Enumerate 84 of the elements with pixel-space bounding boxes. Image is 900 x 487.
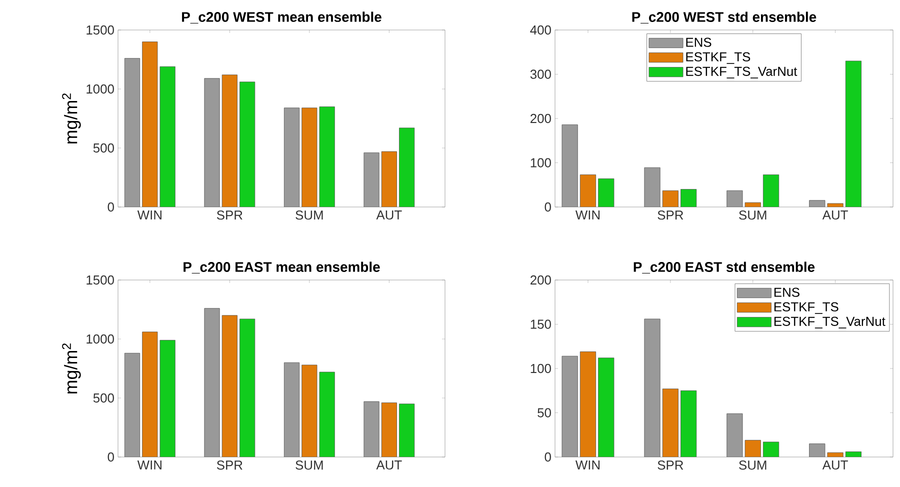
legend-label: ESTKF_TS [774,302,838,314]
bar [580,174,596,207]
y-tick-label: 0 [544,452,551,462]
chart-title: P_c200 WEST mean ensemble [182,12,382,24]
bar [364,152,380,207]
bar [222,74,238,207]
bar [662,190,678,207]
bar [142,332,158,457]
x-tick-label: SPR [216,210,242,220]
y-tick-label: 200 [530,114,551,124]
x-tick-label: AUT [376,210,402,220]
bar [562,356,578,457]
bar [644,318,660,457]
bar [680,390,697,457]
y-tick-label: 100 [530,158,551,168]
y-tick-label: 150 [530,320,551,329]
bar [662,388,678,457]
x-tick-label: SUM [739,460,766,470]
bar [762,174,780,207]
bar [204,308,220,457]
y-tick-label: 0 [108,202,114,212]
bar [845,60,862,207]
bar [319,372,335,457]
x-tick-label: SPR [216,460,242,470]
bar [364,401,380,457]
y-tick-label: 100 [530,364,551,374]
chart-title: P_c200 EAST std ensemble [634,262,815,274]
chart-title: P_c200 WEST std ensemble [632,12,816,24]
legend-label: ESTKF_TS_VarNut [774,316,886,328]
y-axis-title: mg/m$^{2}$ [62,343,81,394]
x-tick-label: AUT [376,460,402,470]
bar [124,58,140,207]
legend-label: ENS [686,38,712,47]
bar [381,151,397,207]
x-tick-label: SPR [658,460,684,470]
bar [124,352,140,457]
bar [580,351,596,457]
x-tick-label: AUT [822,460,848,470]
x-tick-label: WIN [137,210,162,220]
x-tick-label: WIN [575,460,600,470]
bar [562,124,578,207]
y-tick-label: 0 [108,452,114,462]
y-tick-label: 50 [538,408,551,418]
legend-label: ESTKF_TS_VarNut [686,66,798,78]
bar [284,108,300,207]
bar [644,167,660,207]
bar [399,128,415,207]
bar [399,404,415,457]
bar [726,413,743,457]
y-tick-label: 500 [93,393,114,403]
y-tick-label: 1500 [86,25,114,35]
bar [680,189,697,207]
chart-title: P_c200 EAST mean ensemble [184,262,380,274]
bar [381,402,397,457]
bar [809,444,826,457]
x-tick-label: SUM [296,210,323,220]
legend-label: ESTKF_TS [686,52,750,64]
bar [240,318,256,457]
bar [284,362,300,457]
bar [160,340,176,457]
x-tick-label: WIN [575,210,600,220]
x-tick-label: SUM [739,210,766,220]
x-tick-label: SPR [658,210,684,220]
y-tick-label: 200 [530,275,551,285]
y-tick-label: 0 [544,202,551,212]
y-tick-label: 1000 [86,334,114,344]
bar [598,178,614,207]
y-tick-label: 1000 [86,84,114,94]
y-tick-label: 1500 [86,275,114,285]
x-tick-label: AUT [822,210,848,220]
bar [222,315,238,457]
y-tick-label: 500 [93,143,114,153]
y-tick-label: 400 [530,25,551,35]
bar [726,190,743,207]
y-axis-title: mg/m$^{2}$ [62,93,81,144]
bar [240,82,256,207]
x-tick-label: WIN [137,460,162,470]
bar [204,78,220,207]
y-tick-label: 300 [530,70,551,79]
bar [598,358,614,457]
bar [744,440,761,457]
bar [302,364,318,457]
x-tick-label: SUM [296,460,323,470]
legend-label: ENS [774,288,800,297]
